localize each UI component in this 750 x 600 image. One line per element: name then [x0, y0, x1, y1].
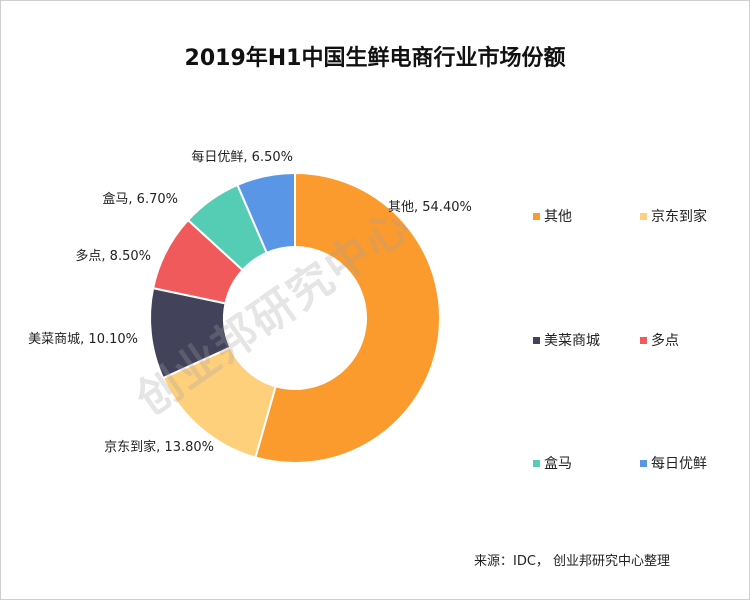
data-label-2: 美菜商城, 10.10% — [28, 332, 138, 347]
legend-label-0: 其他 — [544, 209, 572, 225]
legend-swatch-2 — [533, 337, 540, 344]
data-label-4: 盒马, 6.70% — [102, 191, 178, 207]
legend-label-5: 每日优鲜 — [651, 456, 707, 472]
data-label-1: 京东到家, 13.80% — [104, 439, 214, 455]
data-label-0: 其他, 54.40% — [388, 200, 472, 215]
legend-swatch-0 — [533, 213, 540, 220]
legend-swatch-1 — [640, 213, 647, 220]
labels-group: 其他, 54.40% 京东到家, 13.80% 美菜商城, 10.10% 多点, 8.… — [28, 149, 472, 455]
legend-label-2: 美菜商城 — [544, 333, 600, 349]
chart-title: 2019年H1中国生鲜电商行业市场份额 — [184, 46, 566, 71]
legend-label-4: 盒马 — [544, 455, 572, 472]
data-label-3: 多点, 8.50% — [75, 248, 151, 264]
legend-label-1: 京东到家 — [651, 208, 707, 225]
legend-swatch-4 — [533, 460, 540, 467]
slices-group — [149, 171, 441, 464]
source-note: 来源：IDC， 创业邦研究中心整理 — [474, 554, 671, 569]
legend-label-3: 多点 — [651, 332, 679, 349]
legend-swatch-5 — [640, 460, 647, 467]
slice-0 — [254, 171, 441, 464]
data-label-5: 每日优鲜, 6.50% — [191, 149, 293, 165]
slice-5 — [236, 171, 296, 255]
legend-swatch-3 — [640, 337, 647, 344]
